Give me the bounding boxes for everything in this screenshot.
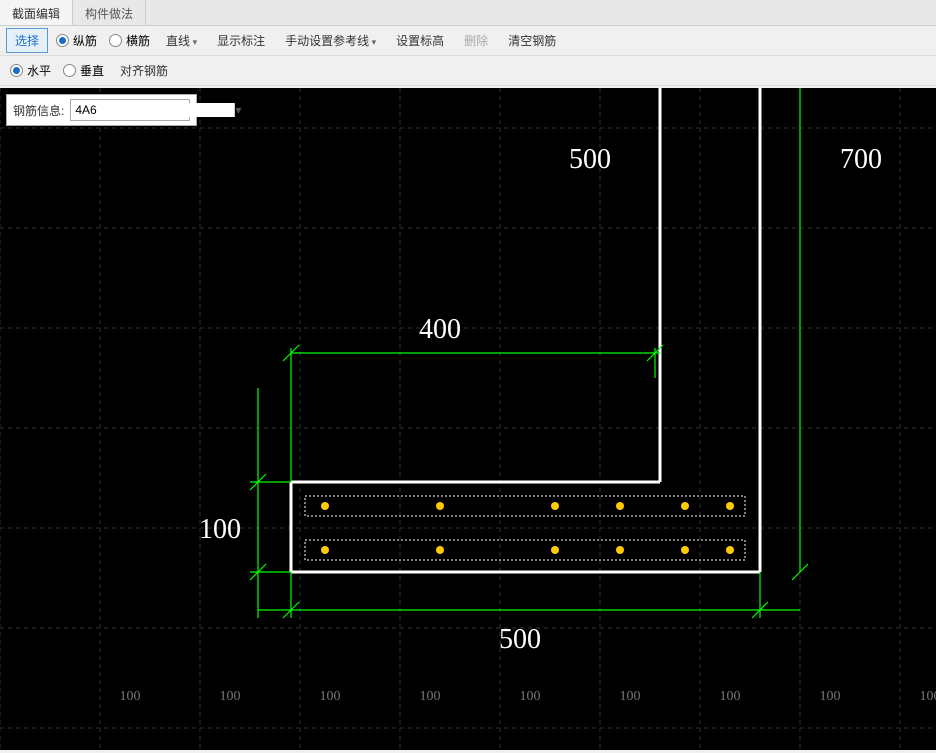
radio-dot-icon: [63, 64, 76, 77]
align-rebar-button[interactable]: 对齐钢筋: [112, 59, 176, 82]
radio-vertical-label: 垂直: [80, 62, 104, 79]
show-dimension-button[interactable]: 显示标注: [209, 29, 273, 52]
radio-longitudinal-label: 纵筋: [73, 32, 97, 49]
chevron-down-icon[interactable]: ▾: [234, 103, 241, 117]
section-outline: [291, 88, 760, 572]
rebar-info-combo[interactable]: ▾: [70, 99, 190, 121]
manual-refline-dropdown[interactable]: 手动设置参考线: [277, 29, 384, 52]
svg-text:100: 100: [620, 689, 641, 704]
grid: [0, 88, 936, 750]
delete-button[interactable]: 删除: [456, 29, 496, 52]
svg-text:100: 100: [820, 689, 841, 704]
tab-section-edit[interactable]: 截面编辑: [0, 0, 73, 25]
svg-text:100: 100: [920, 689, 936, 704]
radio-horizontal-label: 水平: [27, 62, 51, 79]
radio-dot-icon: [109, 34, 122, 47]
line-dropdown[interactable]: 直线: [158, 29, 205, 52]
ruler-labels: 100 100 100 100 100 100 100 100 100: [120, 689, 936, 704]
rebar-info-label: 钢筋信息:: [13, 102, 64, 119]
select-button[interactable]: 选择: [6, 28, 48, 53]
toolbar-main: 选择 纵筋 横筋 直线 显示标注 手动设置参考线 设置标高 删除 清空钢筋: [0, 26, 936, 56]
dim-100: 100: [199, 514, 241, 545]
radio-dot-icon: [56, 34, 69, 47]
dim-500-top: 500: [569, 144, 611, 175]
dim-500-bottom: 500: [499, 624, 541, 655]
tab-bar: 截面编辑 构件做法: [0, 0, 936, 26]
rebar-info-input[interactable]: [71, 103, 234, 117]
toolbar-secondary: 水平 垂直 对齐钢筋: [0, 56, 936, 86]
radio-dot-icon: [10, 64, 23, 77]
dim-400: 400: [419, 314, 461, 345]
radio-horizontal[interactable]: 水平: [6, 62, 55, 79]
tab-component-method[interactable]: 构件做法: [73, 0, 146, 25]
svg-text:100: 100: [120, 689, 141, 704]
svg-text:100: 100: [720, 689, 741, 704]
svg-text:100: 100: [220, 689, 241, 704]
dimensions: 400 500 700 100 500: [199, 88, 882, 655]
radio-vertical[interactable]: 垂直: [59, 62, 108, 79]
clear-rebar-button[interactable]: 清空钢筋: [500, 29, 564, 52]
dim-700: 700: [840, 144, 882, 175]
set-elevation-button[interactable]: 设置标高: [388, 29, 452, 52]
radio-longitudinal[interactable]: 纵筋: [52, 32, 101, 49]
radio-transverse-label: 横筋: [126, 32, 150, 49]
svg-text:100: 100: [320, 689, 341, 704]
drawing-canvas[interactable]: 400 500 700 100 500 10010010010010010010…: [0, 88, 936, 750]
radio-transverse[interactable]: 横筋: [105, 32, 154, 49]
rebar-info-panel: 钢筋信息: ▾: [6, 94, 197, 126]
svg-text:100: 100: [520, 689, 541, 704]
svg-text:100: 100: [420, 689, 441, 704]
